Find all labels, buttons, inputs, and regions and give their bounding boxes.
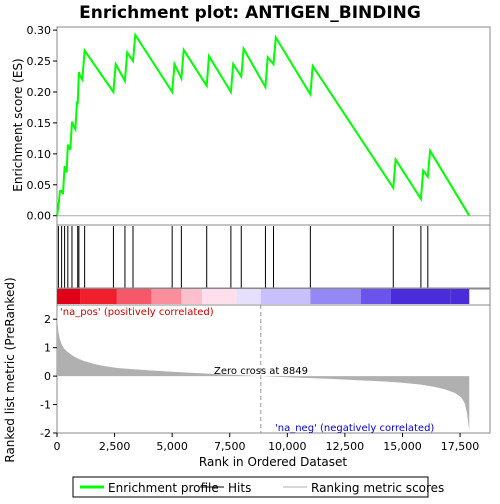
- es-y-tick-label: 0.20: [27, 86, 52, 99]
- legend-label: Hits: [228, 481, 251, 495]
- enrichment-profile-series: [56, 32, 490, 217]
- rank-x-tick-label: 15,000: [383, 440, 422, 453]
- metric-y-axis: -2 -1 0 1 2: [40, 313, 57, 440]
- metric-panel-frame: [56, 304, 491, 434]
- es-y-tick-label: 0.00: [27, 210, 52, 223]
- color-band-segment: [80, 289, 117, 304]
- color-band-segment: [236, 289, 261, 304]
- legend: Enrichment profile Hits Ranking metric sco…: [80, 481, 444, 495]
- es-y-axis-label: Enrichment score (ES): [11, 58, 25, 191]
- metric-y-tick-label: 0: [44, 370, 51, 383]
- rank-x-tick-label: 5,000: [156, 440, 188, 453]
- metric-y-tick-label: 1: [44, 342, 51, 355]
- rank-x-axis: 0 2,500 5,000 7,500 10,000 12,500 15,000 17,500: [54, 433, 480, 453]
- color-band-segment: [260, 289, 311, 304]
- es-y-tick-label: 0.05: [27, 179, 52, 192]
- color-band-segment: [202, 289, 237, 304]
- chart-title: Enrichment plot: ANTIGEN_BINDING: [79, 3, 421, 23]
- color-band-segment: [310, 289, 362, 304]
- color-band-segment: [116, 289, 152, 304]
- color-band-segment: [361, 289, 391, 304]
- metric-y-tick-label: -1: [40, 399, 51, 412]
- rank-x-axis-label: Rank in Ordered Dataset: [199, 455, 347, 469]
- hits-marks: [57, 226, 429, 288]
- rank-color-bands: [57, 289, 470, 304]
- es-y-tick-label: 0.10: [27, 148, 52, 161]
- zero-cross-label: Zero cross at 8849: [214, 366, 308, 377]
- es-y-axis: 0.00 0.05 0.10 0.15 0.20 0.25 0.30: [27, 24, 57, 223]
- es-y-tick-label: 0.25: [27, 55, 52, 68]
- metric-y-tick-label: 2: [44, 313, 51, 326]
- color-band-segment: [450, 289, 470, 304]
- positive-correlation-label: 'na_pos' (positively correlated): [60, 307, 214, 318]
- legend-label: Ranking metric scores: [311, 481, 444, 495]
- legend-box: [72, 476, 429, 498]
- ranking-metric-area: [57, 305, 470, 433]
- rank-x-tick-label: 2,500: [99, 440, 131, 453]
- rank-x-tick-label: 17,500: [441, 440, 480, 453]
- color-band-segment: [151, 289, 182, 304]
- color-band-segment: [181, 289, 203, 304]
- enrichment-profile-line: [56, 32, 471, 217]
- rank-x-tick-label: 12,500: [326, 440, 365, 453]
- color-band-segment: [390, 289, 451, 304]
- metric-y-tick-label: -2: [40, 427, 51, 440]
- rank-x-tick-label: 10,000: [268, 440, 307, 453]
- es-y-tick-label: 0.30: [27, 24, 52, 37]
- legend-label: Enrichment profile: [108, 481, 219, 495]
- metric-y-axis-label: Ranked list metric (PreRanked): [3, 277, 17, 462]
- negative-correlation-label: 'na_neg' (negatively correlated): [275, 423, 434, 434]
- rank-x-tick-label: 7,500: [214, 440, 246, 453]
- es-y-tick-label: 0.15: [27, 117, 52, 130]
- rank-x-tick-label: 0: [54, 440, 61, 453]
- color-band-segment: [57, 289, 81, 304]
